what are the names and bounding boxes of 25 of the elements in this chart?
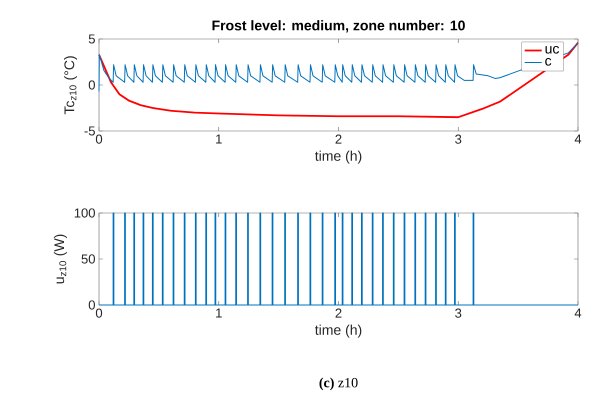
line-series (98, 42, 578, 92)
x-tick-label: 1 (216, 308, 222, 318)
y-tick-label: 0 (88, 80, 95, 90)
x-tick-label: 0 (96, 134, 102, 144)
y-tick-label: 5 (88, 34, 95, 44)
x-tick-label: 3 (455, 134, 462, 144)
y-tick-label: -5 (84, 126, 95, 136)
legend-label: c (545, 58, 552, 66)
chart-title: Frost level: medium, zone number: 10 (212, 20, 465, 32)
x-tick-label: 3 (455, 308, 462, 318)
x-tick-label: 1 (216, 134, 222, 144)
x-tick-label: 2 (336, 134, 342, 144)
y-tick-label: 100 (74, 208, 95, 218)
x-tick-label: 0 (96, 308, 102, 318)
x-tick-label: 4 (574, 308, 582, 318)
x-axis-title: time (h) (314, 324, 362, 338)
y-tick-label: 50 (82, 254, 95, 264)
y-axis-title: Tc$_{z10}$ (°C) (64, 56, 78, 114)
x-tick-label: 4 (574, 134, 582, 144)
y-tick-label: 0 (88, 300, 95, 310)
text: (c) z10 (319, 378, 358, 390)
legend-label: uc (546, 46, 560, 54)
x-tick-label: 2 (336, 308, 342, 318)
y-axis-title: u$_{z10}$ (W) (54, 234, 67, 284)
x-axis-title: time (h) (314, 150, 362, 164)
